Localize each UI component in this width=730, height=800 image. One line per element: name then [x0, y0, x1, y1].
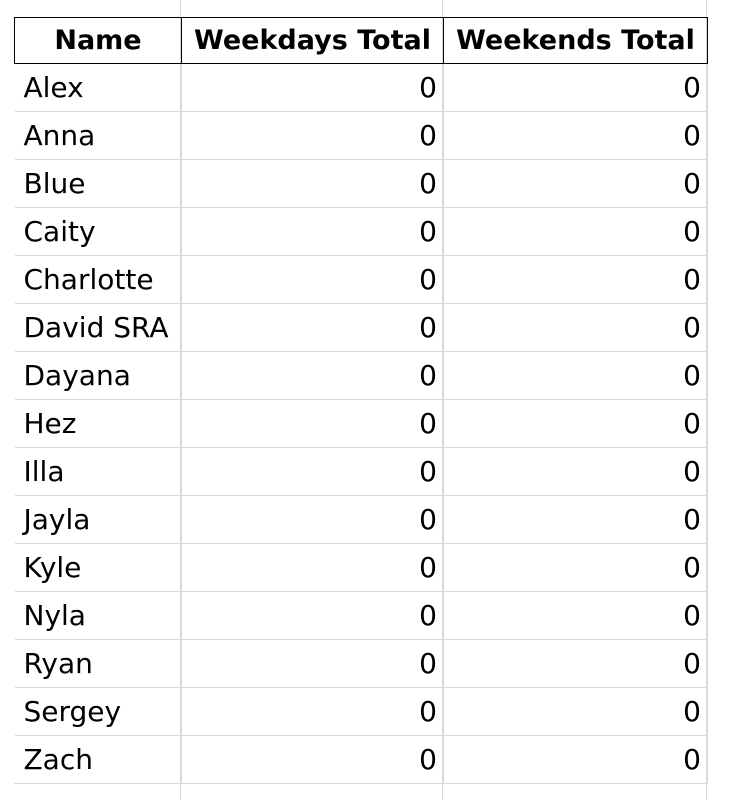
- weekdays-total-cell[interactable]: 0: [181, 207, 444, 256]
- weekends-total-cell[interactable]: 0: [443, 735, 708, 784]
- weekdays-total-cell[interactable]: 0: [181, 111, 444, 160]
- table-row: Blue 0 0: [14, 159, 708, 208]
- weekdays-total-cell[interactable]: 0: [181, 399, 444, 448]
- table-row: Jayla 0 0: [14, 495, 708, 544]
- weekends-total-cell[interactable]: 0: [443, 543, 708, 592]
- name-cell[interactable]: Anna: [14, 111, 182, 160]
- weekends-total-cell[interactable]: 0: [443, 303, 708, 352]
- name-cell[interactable]: Charlotte: [14, 255, 182, 304]
- table-row: Dayana 0 0: [14, 351, 708, 400]
- weekends-total-cell[interactable]: 0: [443, 399, 708, 448]
- weekdays-total-cell[interactable]: 0: [181, 351, 444, 400]
- weekends-total-cell[interactable]: 0: [443, 63, 708, 112]
- table-row: Anna 0 0: [14, 111, 708, 160]
- table-row: Sergey 0 0: [14, 687, 708, 736]
- table-row: Charlotte 0 0: [14, 255, 708, 304]
- name-cell[interactable]: Blue: [14, 159, 182, 208]
- name-cell[interactable]: Illa: [14, 447, 182, 496]
- weekends-total-cell[interactable]: 0: [443, 111, 708, 160]
- weekdays-total-cell[interactable]: 0: [181, 303, 444, 352]
- table-body: Alex 0 0 Anna 0 0 Blue 0 0 Caity 0 0 Cha…: [14, 63, 708, 784]
- weekdays-total-cell[interactable]: 0: [181, 639, 444, 688]
- weekdays-total-cell[interactable]: 0: [181, 543, 444, 592]
- weekends-total-cell[interactable]: 0: [443, 639, 708, 688]
- name-cell[interactable]: Dayana: [14, 351, 182, 400]
- weekends-total-cell[interactable]: 0: [443, 255, 708, 304]
- name-cell[interactable]: Sergey: [14, 687, 182, 736]
- table-row: David SRA 0 0: [14, 303, 708, 352]
- weekends-total-cell[interactable]: 0: [443, 495, 708, 544]
- name-cell[interactable]: Caity: [14, 207, 182, 256]
- weekends-total-cell[interactable]: 0: [443, 159, 708, 208]
- weekdays-total-cell[interactable]: 0: [181, 591, 444, 640]
- weekdays-total-cell[interactable]: 0: [181, 63, 444, 112]
- table-row: Alex 0 0: [14, 63, 708, 112]
- weekdays-total-cell[interactable]: 0: [181, 687, 444, 736]
- header-cell-weekdays-total[interactable]: Weekdays Total: [181, 17, 444, 64]
- table-row: Illa 0 0: [14, 447, 708, 496]
- weekdays-total-cell[interactable]: 0: [181, 447, 444, 496]
- name-cell[interactable]: David SRA: [14, 303, 182, 352]
- name-cell[interactable]: Jayla: [14, 495, 182, 544]
- header-cell-weekends-total[interactable]: Weekends Total: [443, 17, 708, 64]
- weekends-total-cell[interactable]: 0: [443, 351, 708, 400]
- table-row: Nyla 0 0: [14, 591, 708, 640]
- weekends-total-cell[interactable]: 0: [443, 207, 708, 256]
- name-cell[interactable]: Zach: [14, 735, 182, 784]
- table-row: Caity 0 0: [14, 207, 708, 256]
- weekdays-total-cell[interactable]: 0: [181, 495, 444, 544]
- table-row: Kyle 0 0: [14, 543, 708, 592]
- weekdays-total-cell[interactable]: 0: [181, 255, 444, 304]
- table-row: Ryan 0 0: [14, 639, 708, 688]
- weekends-total-cell[interactable]: 0: [443, 591, 708, 640]
- weekdays-total-cell[interactable]: 0: [181, 735, 444, 784]
- name-cell[interactable]: Ryan: [14, 639, 182, 688]
- weekends-total-cell[interactable]: 0: [443, 447, 708, 496]
- header-row: Name Weekdays Total Weekends Total: [14, 17, 708, 64]
- weekends-total-cell[interactable]: 0: [443, 687, 708, 736]
- name-cell[interactable]: Nyla: [14, 591, 182, 640]
- name-cell[interactable]: Alex: [14, 63, 182, 112]
- empty-row-gridline: [14, 783, 707, 784]
- table-row: Hez 0 0: [14, 399, 708, 448]
- name-cell[interactable]: Kyle: [14, 543, 182, 592]
- header-cell-name[interactable]: Name: [14, 17, 182, 64]
- weekdays-total-cell[interactable]: 0: [181, 159, 444, 208]
- name-cell[interactable]: Hez: [14, 399, 182, 448]
- table-row: Zach 0 0: [14, 735, 708, 784]
- totals-table: Name Weekdays Total Weekends Total Alex …: [14, 17, 708, 784]
